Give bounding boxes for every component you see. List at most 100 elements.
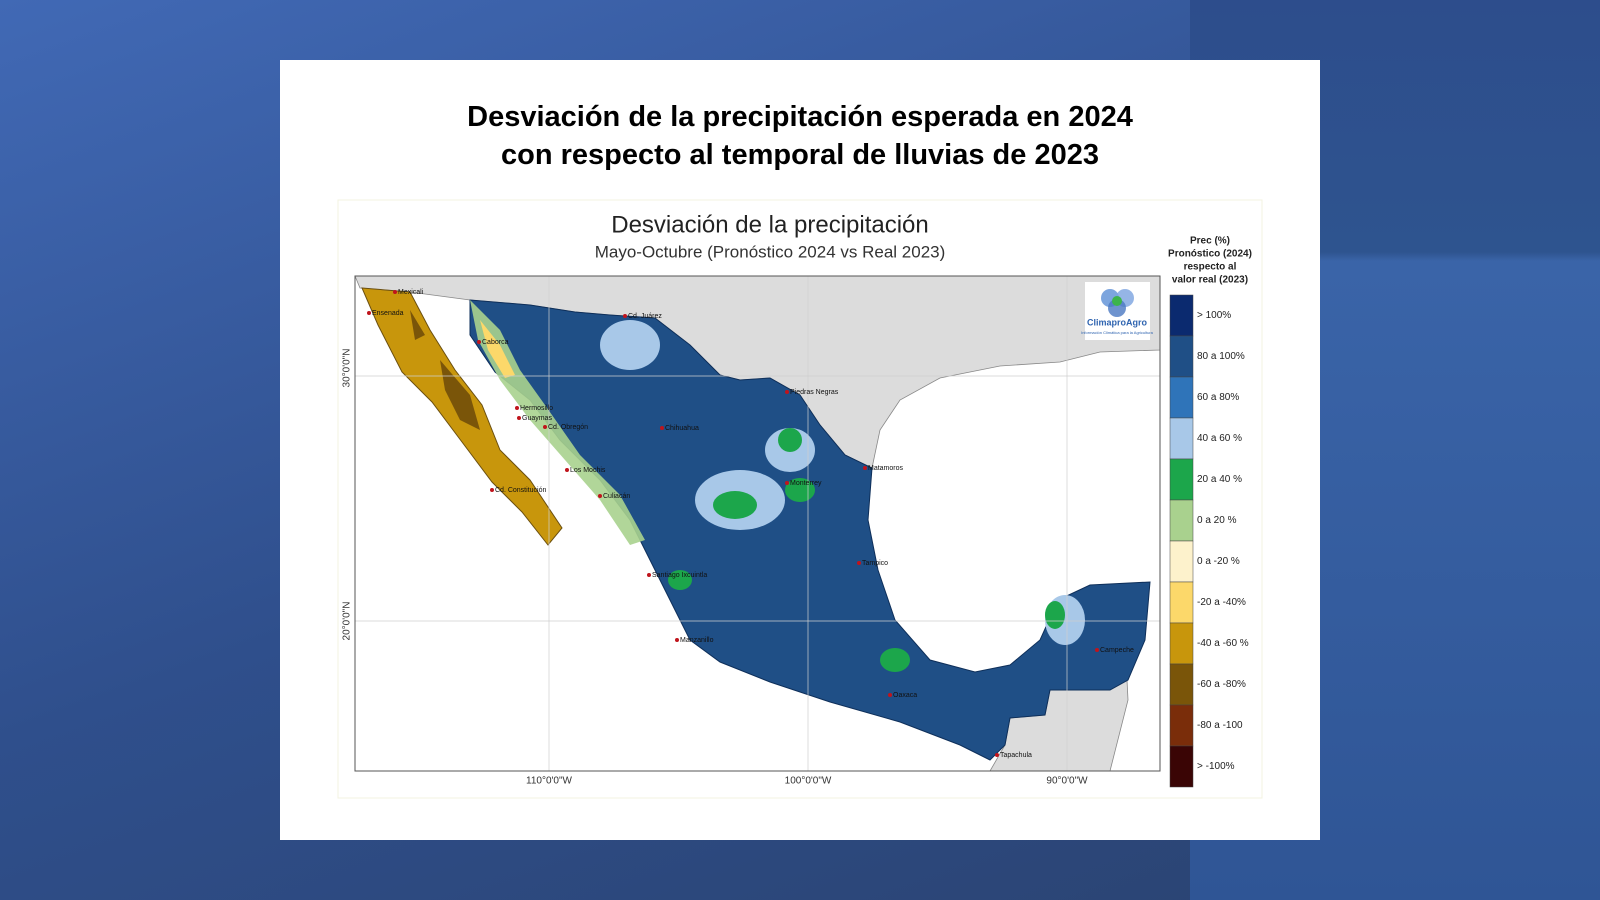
city-dot: [785, 390, 789, 394]
legend-label: -40 a -60 %: [1197, 638, 1249, 649]
city-label: Chihuahua: [665, 425, 699, 432]
mexico-mainland: [469, 299, 1151, 761]
city-dot: [623, 314, 627, 318]
legend-swatch: [1169, 417, 1194, 460]
lon-label: 100°0'0"W: [785, 776, 832, 787]
city-label: Monterrey: [790, 480, 822, 487]
legend-swatch: [1169, 622, 1194, 665]
legend-title: valor real (2023): [1172, 275, 1248, 286]
legend-label: > 100%: [1197, 310, 1231, 321]
legend-swatch: [1169, 581, 1194, 624]
city-label: Manzanillo: [680, 637, 714, 644]
city-dot: [888, 693, 892, 697]
lon-label: 90°0'0"W: [1046, 776, 1088, 787]
city-dot: [647, 573, 651, 577]
legend-title: respecto al: [1184, 262, 1237, 273]
map-title: Desviación de la precipitación: [611, 211, 929, 238]
city-label: Tapachula: [1000, 752, 1032, 759]
city-dot: [863, 466, 867, 470]
city-dot: [393, 290, 397, 294]
legend-label: 80 a 100%: [1197, 351, 1245, 362]
legend-swatch: [1169, 294, 1194, 337]
city-dot: [477, 340, 481, 344]
baja-dry-patch: [410, 310, 480, 430]
patch: [880, 648, 910, 672]
lat-label: 30°0'0"N: [342, 349, 353, 388]
legend-label: -20 a -40%: [1197, 597, 1246, 608]
logo: ClimaproAgro Información Climática para …: [1081, 282, 1154, 340]
legend-label: -60 a -80%: [1197, 679, 1246, 690]
city-label: Piedras Negras: [790, 389, 839, 396]
legend-swatch: [1169, 704, 1194, 747]
legend-label: 0 a 20 %: [1197, 515, 1237, 526]
legend-swatch: [1169, 335, 1194, 378]
legend-label: 20 a 40 %: [1197, 474, 1242, 485]
city-dot: [660, 426, 664, 430]
city-label: Cd. Juárez: [628, 313, 662, 320]
city-dot: [995, 753, 999, 757]
lon-label: 110°0'0"W: [526, 776, 573, 787]
city-label: Matamoros: [868, 465, 904, 472]
logo-tagline: Información Climática para la Agricultur…: [1081, 330, 1154, 335]
city-dot: [675, 638, 679, 642]
map-frame: [354, 275, 1161, 772]
legend-label: > -100%: [1197, 761, 1235, 772]
city-label: Oaxaca: [893, 692, 917, 699]
legend-title: Prec (%): [1190, 236, 1230, 247]
city-label: Caborca: [482, 339, 509, 346]
patch: [600, 320, 660, 370]
city-dot: [490, 488, 494, 492]
patch: [713, 491, 757, 519]
legend-swatch: [1169, 745, 1194, 788]
legend-label: 60 a 80%: [1197, 392, 1239, 403]
lat-label: 20°0'0"N: [342, 602, 353, 641]
city-dot: [515, 406, 519, 410]
legend-swatch: [1169, 376, 1194, 419]
city-label: Ensenada: [372, 310, 404, 317]
legend-swatch: [1169, 499, 1194, 542]
city-label: Cd. Constitución: [495, 487, 546, 494]
legend-swatch: [1169, 663, 1194, 706]
city-dot: [367, 311, 371, 315]
patch: [785, 478, 815, 502]
city-labels: Mexicali Ensenada Caborca Cd. Juárez Hermosi…: [367, 289, 1134, 759]
city-label: Santiago Ixcuintla: [652, 572, 707, 579]
logo-center: [1112, 296, 1122, 306]
graticule: [355, 276, 1160, 771]
city-label: Culiacán: [603, 493, 630, 500]
city-label: Hermosillo: [520, 405, 553, 412]
city-dot: [598, 494, 602, 498]
legend: Prec (%) Pronóstico (2024) respecto al valo…: [1168, 236, 1252, 788]
city-dot: [785, 481, 789, 485]
city-label: Cd. Obregón: [548, 424, 588, 431]
green-patches: [668, 428, 1065, 672]
city-dot: [565, 468, 569, 472]
city-label: Campeche: [1100, 647, 1134, 654]
patch: [778, 428, 802, 452]
city-dot: [543, 425, 547, 429]
city-label: Tampico: [862, 560, 888, 567]
logo-petal: [1108, 299, 1126, 317]
title-line: con respecto al temporal de lluvias de 2…: [501, 139, 1099, 171]
legend-label: 0 a -20 %: [1197, 556, 1240, 567]
slide-title: Desviación de la precipitación esperada …: [280, 98, 1320, 174]
city-label: Guaymas: [522, 415, 552, 422]
city-dot: [517, 416, 521, 420]
patch: [1045, 601, 1065, 629]
city-label: Los Mochis: [570, 467, 606, 474]
legend-label: 40 a 60 %: [1197, 433, 1242, 444]
coastal-patch: [470, 300, 645, 545]
legend-title: Pronóstico (2024): [1168, 249, 1252, 260]
city-dot: [1095, 648, 1099, 652]
city-dot: [857, 561, 861, 565]
city-label: Mexicali: [398, 289, 424, 296]
patch: [668, 570, 692, 590]
legend-swatch: [1169, 458, 1194, 501]
title-line: Desviación de la precipitación esperada …: [467, 101, 1133, 133]
logo-name: ClimaproAgro: [1087, 317, 1148, 327]
legend-label: -80 a -100: [1197, 720, 1243, 731]
coastal-patch: [480, 320, 515, 378]
legend-swatch: [1169, 540, 1194, 583]
map-subtitle: Mayo-Octubre (Pronóstico 2024 vs Real 20…: [595, 242, 946, 261]
